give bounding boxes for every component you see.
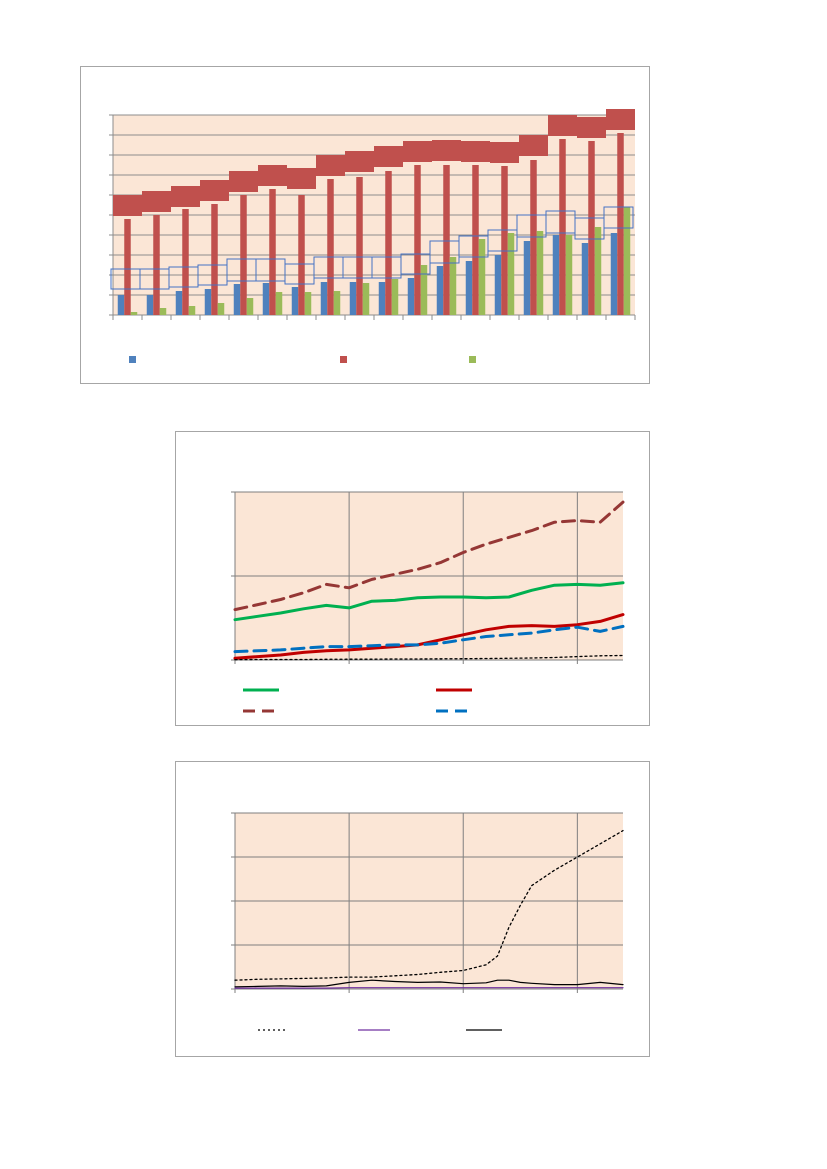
- bar-series-2: [211, 204, 218, 315]
- bar-series-2: [356, 177, 363, 315]
- bar-series-1: [117, 295, 125, 315]
- bar-series-2: [414, 165, 421, 315]
- bar-series-3: [507, 233, 515, 315]
- bar-series-2: [443, 165, 450, 315]
- bar-series-3: [333, 291, 341, 315]
- red-band-segment: [374, 146, 403, 167]
- line-chart-panel-2: [175, 761, 650, 1057]
- bar-series-3: [275, 292, 283, 315]
- bar-series-3: [536, 231, 544, 315]
- bar-series-3: [217, 303, 225, 315]
- legend-marker-series-3: [469, 356, 476, 363]
- bar-series-1: [175, 291, 183, 315]
- red-band-segment: [200, 180, 229, 201]
- bar-chart-panel: [80, 66, 650, 384]
- bar-series-3: [594, 227, 602, 315]
- bar-series-2: [472, 165, 479, 315]
- bar-series-2: [153, 215, 160, 315]
- bar-series-1: [320, 282, 328, 315]
- red-band-segment: [548, 115, 577, 136]
- bar-series-1: [407, 278, 415, 315]
- red-band-segment: [519, 135, 548, 156]
- series-line-4: [233, 624, 625, 654]
- bar-series-1: [436, 266, 444, 315]
- line-chart-1: [231, 491, 625, 713]
- red-band-segment: [113, 195, 142, 216]
- series-line-2: [233, 613, 625, 660]
- bar-series-1: [378, 282, 386, 315]
- red-band-segment: [171, 186, 200, 207]
- series-line-3: [233, 500, 625, 612]
- bar-series-2: [501, 166, 508, 315]
- bar-series-2: [327, 179, 334, 315]
- legend-marker-series-1: [129, 356, 136, 363]
- bar-series-1: [610, 233, 618, 315]
- bar-series-1: [581, 243, 589, 315]
- bar-series-2: [124, 219, 131, 315]
- red-band-segment: [403, 141, 432, 162]
- bar-series-3: [362, 283, 370, 315]
- bar-series-1: [552, 235, 560, 315]
- bar-series-1: [523, 241, 531, 315]
- line-chart-panel-1: [175, 431, 650, 726]
- red-band-segment: [490, 142, 519, 163]
- bar-series-2: [588, 141, 595, 315]
- bar-series-3: [623, 207, 631, 315]
- red-band-segment: [606, 109, 635, 130]
- line-chart-2: [231, 812, 624, 1031]
- red-band-segment: [287, 168, 316, 189]
- blue-box-marker: [603, 206, 634, 229]
- bar-series-2: [269, 189, 276, 315]
- blue-box-marker: [400, 253, 431, 275]
- red-band-segment: [316, 155, 345, 176]
- bar-series-1: [204, 289, 212, 315]
- bar-series-1: [291, 287, 299, 315]
- bar-series-1: [465, 261, 473, 315]
- red-band-segment: [258, 165, 287, 186]
- red-band-segment: [142, 191, 171, 212]
- bar-series-3: [478, 239, 486, 315]
- series-line-3: [234, 979, 624, 988]
- series-line-5: [234, 654, 624, 661]
- bar-series-3: [565, 235, 573, 315]
- bar-chart: [109, 109, 636, 363]
- bar-series-3: [420, 265, 428, 315]
- bar-series-2: [385, 171, 392, 315]
- series-line-1: [233, 581, 625, 622]
- bar-series-2: [182, 209, 189, 315]
- bar-series-3: [188, 306, 196, 315]
- blue-box-marker: [487, 229, 518, 252]
- legend-marker-series-2: [340, 356, 347, 363]
- bar-series-1: [494, 255, 502, 315]
- bar-series-2: [298, 195, 305, 315]
- bar-series-2: [240, 195, 247, 315]
- red-band-segment: [229, 171, 258, 192]
- bar-series-1: [262, 283, 270, 315]
- bar-series-1: [349, 282, 357, 315]
- bar-series-3: [304, 292, 312, 315]
- bar-series-2: [617, 133, 624, 315]
- red-band-segment: [461, 141, 490, 162]
- red-band-segment: [432, 140, 461, 161]
- bar-series-3: [159, 308, 167, 315]
- red-band-segment: [345, 151, 374, 172]
- bar-series-3: [130, 312, 138, 315]
- bar-series-3: [449, 257, 457, 315]
- series-line-1: [234, 829, 624, 981]
- bar-series-1: [233, 284, 241, 315]
- red-band-segment: [577, 117, 606, 138]
- bar-series-3: [391, 279, 399, 315]
- bar-series-2: [559, 139, 566, 315]
- bar-series-1: [146, 295, 154, 315]
- bar-series-3: [246, 298, 254, 315]
